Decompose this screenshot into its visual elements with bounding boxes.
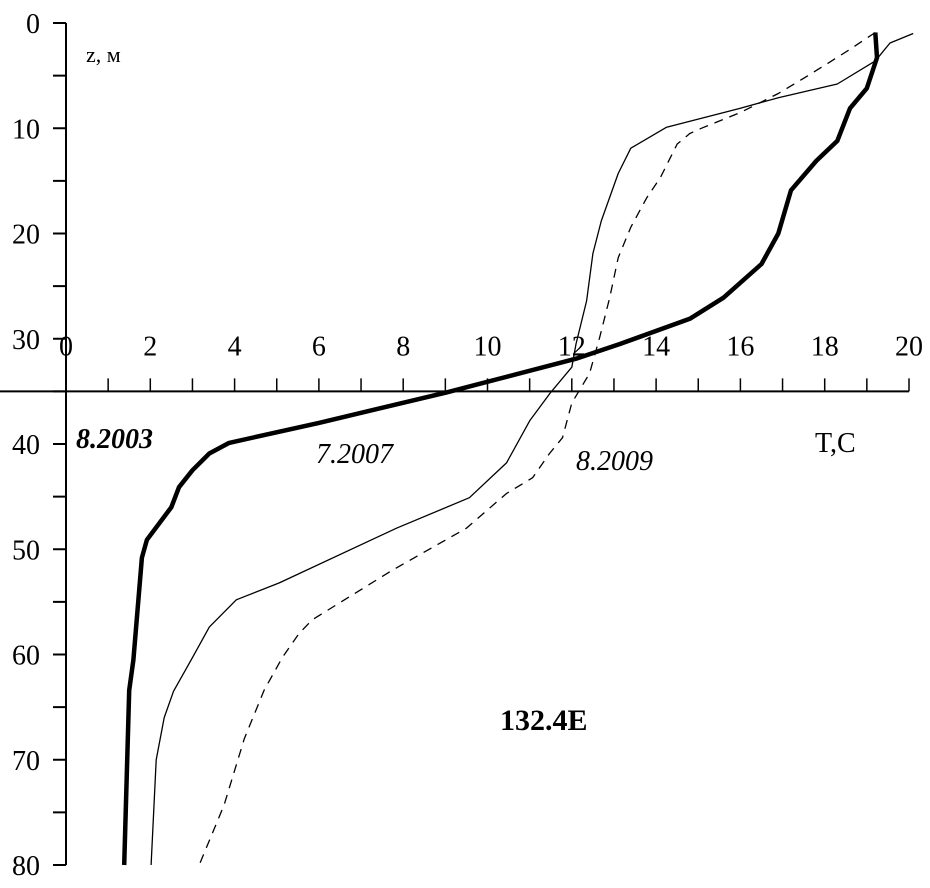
series-label-8-2003: 8.2003	[76, 424, 153, 455]
y-tick-label: 80	[12, 851, 40, 882]
series-line-7-2007	[150, 32, 914, 866]
x-tick-label: 10	[474, 331, 502, 362]
y-tick-label: 20	[12, 220, 40, 251]
y-tick-label: 50	[12, 535, 40, 566]
x-axis-title: T,C	[815, 428, 856, 459]
y-axis-title: z, м	[86, 42, 121, 67]
series-label-8-2009: 8.2009	[576, 446, 653, 477]
x-tick-label: 6	[312, 331, 326, 362]
series-label-7-2007: 7.2007	[316, 439, 394, 470]
x-tick-label: 8	[396, 331, 410, 362]
series-line-8-2003	[121, 32, 880, 866]
y-tick-label: 10	[12, 114, 40, 145]
x-tick-label: 16	[726, 331, 754, 362]
y-tick-label: 30	[12, 325, 40, 356]
y-tick-label: 70	[12, 746, 40, 777]
y-tick-label: 40	[12, 430, 40, 461]
x-tick-label: 0	[59, 331, 73, 362]
longitude-annotation: 132.4E	[500, 704, 588, 737]
x-tick-label: 18	[811, 331, 839, 362]
x-tick-label: 4	[228, 331, 242, 362]
y-tick-label: 0	[26, 9, 40, 40]
y-tick-label: 60	[12, 641, 40, 672]
series-group	[121, 31, 914, 866]
x-tick-label: 2	[143, 331, 157, 362]
series-line-8-2009	[198, 31, 876, 866]
x-tick-label: 20	[895, 331, 923, 362]
